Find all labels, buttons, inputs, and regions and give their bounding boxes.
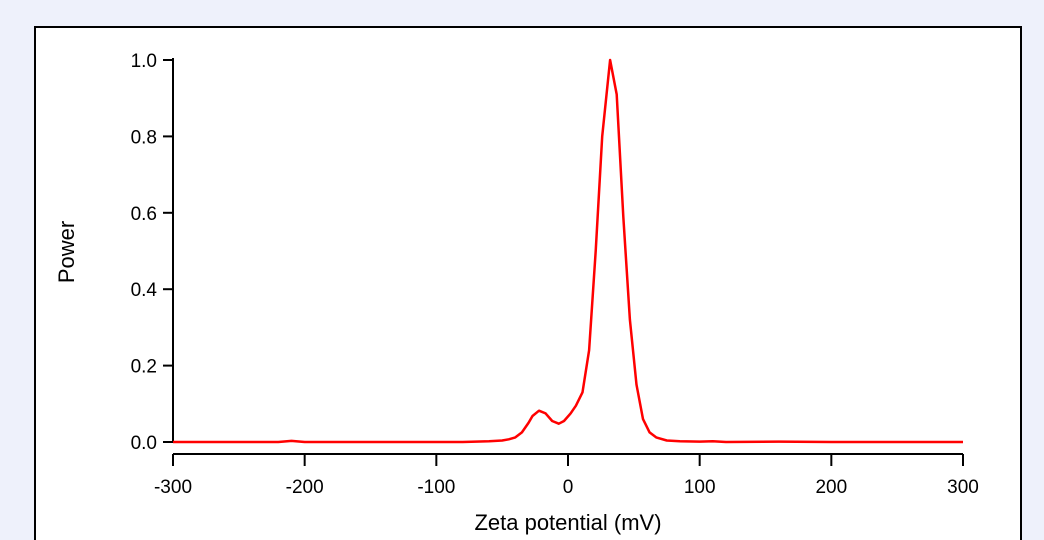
y-tick-label: 0.2 (131, 357, 157, 378)
x-tick-label: 0 (563, 477, 574, 498)
x-tick-label: 300 (947, 477, 979, 498)
x-tick-label: -300 (154, 477, 192, 498)
y-axis-title: Power (54, 221, 79, 283)
x-tick-label: -200 (286, 477, 324, 498)
x-tick-label: -100 (417, 477, 455, 498)
y-tick-label: 0.4 (131, 280, 158, 301)
y-tick-label: 0.0 (131, 433, 157, 454)
x-tick-label: 200 (815, 477, 847, 498)
series-line (173, 58, 963, 444)
y-tick-label: 0.8 (131, 127, 157, 148)
y-tick-label: 0.6 (131, 204, 157, 225)
y-tick-label: 1.0 (131, 51, 157, 72)
x-axis-title: Zeta potential (mV) (474, 510, 661, 535)
x-tick-label: 100 (684, 477, 716, 498)
ticks: 0.0 0.2 0.4 0.6 0.8 1.0 -300 -200 -100 0 100 200 300 (131, 51, 979, 498)
axes (172, 58, 963, 455)
series-group (173, 58, 963, 444)
